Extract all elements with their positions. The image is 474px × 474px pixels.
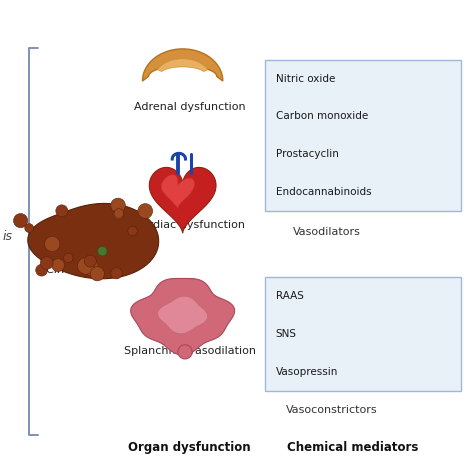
Text: Nitric oxide: Nitric oxide xyxy=(276,73,335,84)
Circle shape xyxy=(14,214,27,228)
Circle shape xyxy=(114,209,124,218)
FancyBboxPatch shape xyxy=(265,60,462,211)
Circle shape xyxy=(77,257,94,274)
Circle shape xyxy=(40,256,53,269)
Text: Adrenal dysfunction: Adrenal dysfunction xyxy=(134,102,246,112)
Circle shape xyxy=(64,253,73,263)
Text: Vasopressin: Vasopressin xyxy=(276,367,338,377)
PathPatch shape xyxy=(143,49,223,81)
Text: Cardiac dysfunction: Cardiac dysfunction xyxy=(134,220,245,230)
PathPatch shape xyxy=(157,296,208,334)
Text: RAAS: RAAS xyxy=(276,291,304,301)
Circle shape xyxy=(83,260,99,276)
Circle shape xyxy=(52,259,64,272)
Text: Prostacyclin: Prostacyclin xyxy=(276,149,338,159)
PathPatch shape xyxy=(149,167,216,233)
PathPatch shape xyxy=(28,203,159,279)
Circle shape xyxy=(138,204,153,219)
Text: Organ dysfunction: Organ dysfunction xyxy=(128,441,251,454)
Circle shape xyxy=(111,198,125,213)
Circle shape xyxy=(113,209,124,220)
Circle shape xyxy=(36,264,47,276)
Circle shape xyxy=(111,268,122,279)
Text: Cirrhotic liver: Cirrhotic liver xyxy=(46,265,121,275)
Circle shape xyxy=(84,255,96,267)
PathPatch shape xyxy=(157,59,208,72)
Circle shape xyxy=(56,205,68,217)
Circle shape xyxy=(178,345,192,359)
Circle shape xyxy=(45,236,60,252)
Text: is: is xyxy=(3,230,13,244)
Circle shape xyxy=(98,246,107,256)
PathPatch shape xyxy=(131,278,235,355)
Text: Splanchnic vasodilation: Splanchnic vasodilation xyxy=(124,346,256,356)
PathPatch shape xyxy=(161,174,195,209)
Circle shape xyxy=(128,226,137,236)
Text: Carbon monoxide: Carbon monoxide xyxy=(276,111,368,121)
Text: Chemical mediators: Chemical mediators xyxy=(287,441,419,454)
Text: Endocannabinoids: Endocannabinoids xyxy=(276,187,372,197)
FancyBboxPatch shape xyxy=(265,277,462,391)
Text: SNS: SNS xyxy=(276,329,297,339)
Text: Vasoconstrictors: Vasoconstrictors xyxy=(286,404,377,414)
Circle shape xyxy=(25,224,34,233)
Text: Vasodilators: Vasodilators xyxy=(293,227,361,237)
Circle shape xyxy=(90,267,104,281)
